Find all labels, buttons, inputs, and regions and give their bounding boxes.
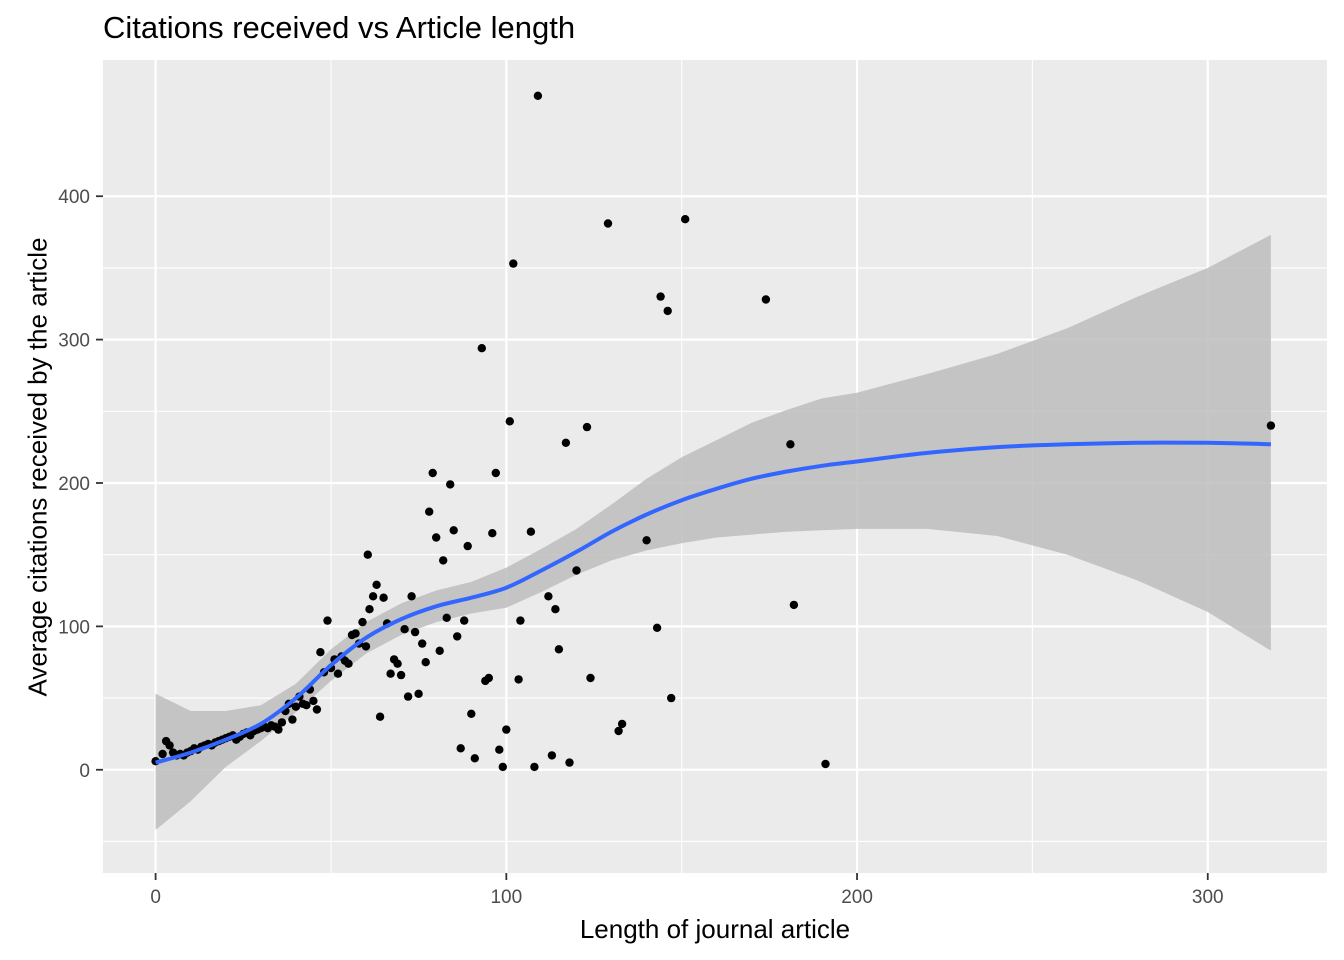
data-point: [509, 259, 518, 268]
data-point: [561, 438, 571, 447]
data-point: [547, 751, 557, 760]
data-point: [516, 616, 525, 625]
x-tick-label: 300: [1192, 887, 1224, 908]
data-point: [316, 648, 325, 657]
data-point: [484, 673, 493, 683]
data-point: [565, 758, 574, 767]
data-point: [582, 422, 592, 432]
data-point: [439, 556, 448, 565]
data-point: [498, 762, 507, 772]
data-point: [425, 507, 434, 516]
data-point: [463, 541, 472, 551]
data-point: [312, 705, 322, 714]
data-point: [572, 566, 581, 575]
x-tick-label: 100: [490, 887, 522, 908]
data-point: [681, 215, 690, 224]
data-point: [363, 550, 372, 559]
data-point: [309, 696, 318, 706]
data-point: [614, 726, 623, 736]
data-point: [477, 344, 486, 353]
y-tick-label: 100: [58, 617, 90, 638]
data-point: [393, 659, 402, 668]
data-point: [396, 670, 406, 680]
data-point: [761, 295, 771, 304]
data-point: [544, 592, 553, 601]
data-point: [467, 709, 476, 718]
data-point: [442, 613, 451, 622]
data-point: [821, 759, 830, 769]
data-point: [165, 741, 174, 750]
data-point: [786, 440, 795, 449]
data-point: [277, 718, 287, 727]
data-point: [403, 692, 413, 701]
data-point: [530, 762, 539, 772]
x-axis: 0 100 200 300: [150, 873, 1224, 908]
data-point: [495, 745, 504, 754]
data-point: [502, 725, 511, 734]
data-point: [410, 627, 420, 637]
data-point: [456, 744, 465, 753]
data-point: [302, 701, 311, 710]
data-point: [288, 715, 297, 724]
data-point: [789, 600, 799, 610]
data-point: [274, 725, 283, 734]
data-point: [453, 632, 462, 641]
data-point: [368, 592, 378, 601]
chart-title: Citations received vs Article length: [103, 10, 576, 45]
data-point: [526, 527, 536, 536]
data-point: [291, 702, 301, 711]
data-point: [418, 639, 427, 648]
data-point: [488, 529, 497, 538]
data-point: [361, 642, 371, 651]
data-point: [421, 658, 430, 667]
data-point: [386, 669, 395, 678]
data-point: [400, 625, 409, 634]
data-point: [554, 645, 564, 654]
y-tick-label: 300: [58, 331, 90, 352]
confidence-band: [155, 234, 1271, 830]
data-point: [652, 623, 662, 632]
data-point: [379, 593, 388, 602]
data-point: [642, 536, 651, 545]
data-point: [586, 673, 595, 683]
data-point: [432, 533, 441, 542]
data-point: [656, 292, 665, 301]
data-point: [435, 646, 444, 655]
data-point: [323, 616, 332, 625]
x-axis-title: Length of journal article: [579, 914, 851, 944]
data-point: [414, 689, 423, 698]
data-point: [491, 468, 500, 478]
data-point: [365, 605, 374, 614]
data-point: [449, 526, 458, 535]
data-point: [505, 417, 514, 426]
y-axis: 0 100 200 300 400: [58, 187, 103, 782]
data-point: [158, 749, 167, 759]
smooth-trend-line: [155, 440, 1271, 765]
data-point: [533, 91, 543, 101]
data-point: [375, 712, 385, 721]
data-point: [407, 592, 416, 601]
data-point: [344, 659, 353, 668]
x-tick-label: 0: [150, 887, 161, 908]
data-point: [617, 719, 627, 729]
data-point: [603, 219, 613, 228]
x-tick-label: 200: [841, 887, 873, 908]
data-point: [358, 617, 367, 627]
data-point: [460, 616, 469, 625]
data-point: [551, 605, 560, 614]
data-point: [428, 468, 437, 478]
data-point: [667, 693, 676, 703]
data-point: [470, 754, 479, 763]
data-point: [514, 675, 523, 684]
data-point: [1266, 421, 1276, 430]
data-point: [351, 629, 360, 638]
data-point: [446, 480, 455, 489]
y-tick-label: 200: [58, 474, 90, 495]
data-point: [372, 580, 381, 589]
y-tick-label: 0: [79, 761, 90, 782]
data-point: [663, 306, 672, 316]
data-point: [333, 669, 343, 678]
y-tick-label: 400: [58, 187, 90, 208]
